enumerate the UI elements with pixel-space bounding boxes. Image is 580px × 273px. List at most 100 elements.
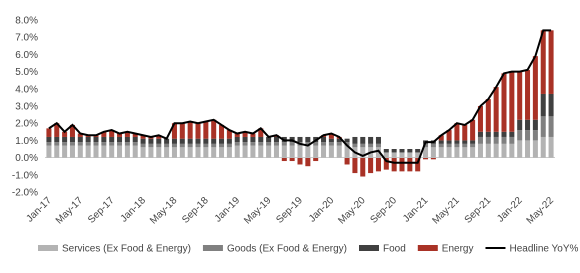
- bar-segment: [132, 133, 138, 137]
- bar-segment: [305, 142, 311, 146]
- bar-segment: [69, 124, 75, 137]
- bar-segment: [242, 142, 248, 146]
- bar-segment: [156, 135, 162, 139]
- bar-segment: [258, 142, 264, 146]
- bar-segment: [250, 133, 256, 137]
- bar-segment: [164, 147, 170, 158]
- bar-segment: [493, 143, 499, 158]
- bar-segment: [462, 147, 468, 158]
- bar-segment: [493, 131, 499, 137]
- bar-segment: [446, 140, 452, 144]
- bar-segment: [352, 143, 358, 148]
- bar-segment: [423, 143, 429, 148]
- y-tick-label: -1.0%: [12, 170, 38, 181]
- headline-line: [48, 29, 552, 164]
- bar-segment: [438, 147, 444, 158]
- bar-segment: [407, 157, 413, 172]
- bar-segment: [195, 143, 201, 148]
- bar-segment: [548, 30, 554, 94]
- bar-segment: [532, 119, 538, 131]
- bar-segment: [85, 136, 91, 143]
- bar-segment: [203, 121, 209, 139]
- bar-segment: [242, 136, 248, 143]
- bar-segment: [438, 135, 444, 141]
- bar-segment: [156, 143, 162, 148]
- bar-segment: [77, 136, 83, 143]
- bar-segment: [548, 93, 554, 117]
- bar-segment: [321, 136, 327, 143]
- bar-segment: [258, 136, 264, 143]
- bar-segment: [305, 136, 311, 143]
- bar-segment: [501, 131, 507, 137]
- bar-segment: [250, 136, 256, 143]
- bar-segment: [344, 157, 350, 165]
- bar-segment: [344, 142, 350, 146]
- bar-segment: [540, 136, 546, 158]
- bar-segment: [281, 142, 287, 146]
- bar-segment: [62, 142, 68, 146]
- bar-segment: [289, 142, 295, 146]
- bar-segment: [454, 143, 460, 148]
- bar-segment: [391, 157, 397, 172]
- bar-segment: [501, 136, 507, 144]
- legend-item: Goods (Ex Food & Energy): [202, 244, 347, 255]
- bar-segment: [219, 143, 225, 148]
- legend-swatch: [38, 245, 58, 251]
- bar-segment: [509, 136, 515, 144]
- legend-item: Energy: [417, 244, 473, 255]
- y-tick-label: 6.0%: [15, 50, 38, 61]
- bar-segment: [46, 145, 52, 158]
- bar-segment: [517, 130, 523, 141]
- bar-segment: [328, 138, 334, 143]
- bar-segment: [109, 145, 115, 158]
- bar-segment: [226, 147, 232, 158]
- bar-segment: [179, 147, 185, 158]
- bar-segment: [375, 143, 381, 148]
- bar-segment: [454, 123, 460, 141]
- bar-segment: [289, 145, 295, 158]
- x-tick-label: Sep-17: [86, 195, 117, 226]
- bar-segment: [360, 136, 366, 144]
- bar-segment: [517, 119, 523, 131]
- bar-segment: [470, 143, 476, 148]
- legend-swatch: [417, 245, 438, 251]
- bar-segment: [438, 140, 444, 144]
- bar-segment: [540, 93, 546, 117]
- bar-segment: [383, 157, 389, 170]
- bar-segment: [352, 157, 358, 174]
- bar-segment: [179, 143, 185, 148]
- legend-label: Goods (Ex Food & Energy): [227, 244, 347, 255]
- bar-segment: [477, 131, 483, 137]
- bar-segment: [234, 145, 240, 158]
- bar-segment: [423, 157, 429, 160]
- bar-segment: [548, 116, 554, 137]
- bar-segment: [399, 149, 405, 153]
- bar-segment: [462, 124, 468, 141]
- bar-segment: [124, 145, 130, 158]
- bar-segment: [391, 149, 397, 153]
- bar-segment: [517, 140, 523, 158]
- bar-segment: [85, 142, 91, 146]
- y-tick-label: 7.0%: [15, 33, 38, 44]
- bar-segment: [69, 142, 75, 146]
- bar-segment: [124, 142, 130, 146]
- bar-segment: [140, 135, 146, 139]
- x-tick-label: May-22: [525, 195, 557, 227]
- bar-segment: [203, 138, 209, 144]
- bar-segment: [54, 145, 60, 158]
- bar-segment: [187, 138, 193, 144]
- bar-segment: [509, 131, 515, 137]
- bar-segment: [226, 130, 232, 139]
- bar-segment: [219, 138, 225, 144]
- bar-segment: [344, 138, 350, 143]
- legend-item: Services (Ex Food & Energy): [38, 244, 191, 255]
- x-tick-label: Sep-21: [463, 195, 494, 226]
- legend-swatch: [202, 245, 223, 251]
- bar-segment: [305, 145, 311, 158]
- bar-segment: [69, 136, 75, 143]
- bar-segment: [85, 145, 91, 158]
- bar-segment: [540, 30, 546, 94]
- bar-segment: [156, 147, 162, 158]
- bar-segment: [454, 147, 460, 158]
- bar-segment: [383, 149, 389, 153]
